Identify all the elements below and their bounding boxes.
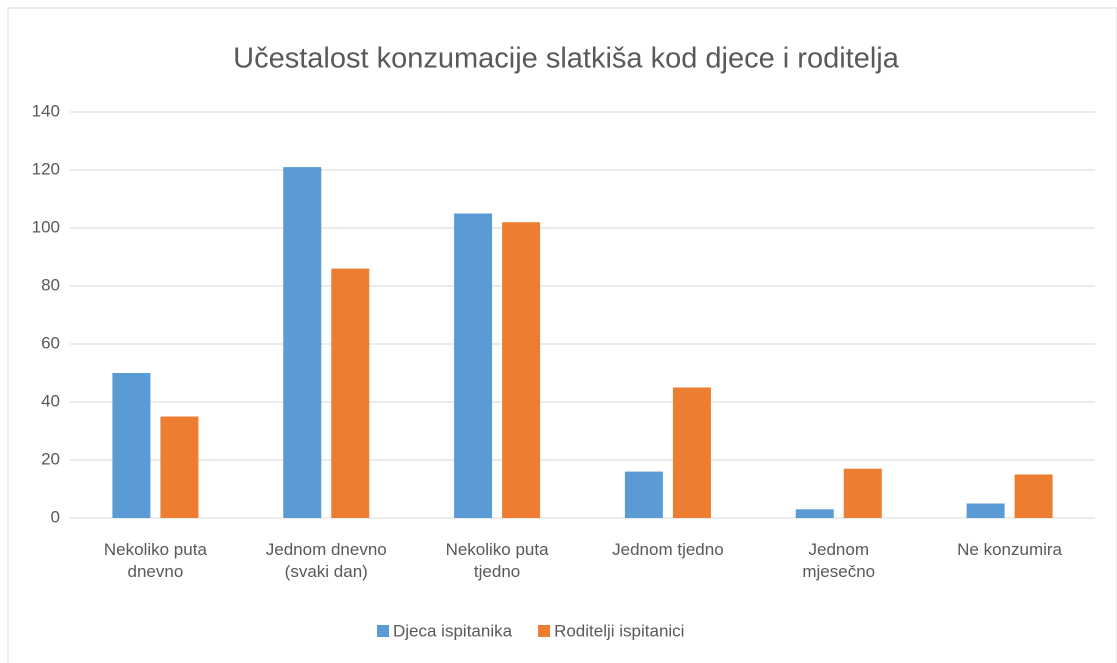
x-tick-label: Jednom mjesečno (802, 540, 876, 581)
chart-border (7, 7, 1117, 663)
y-tick-label: 120 (32, 159, 60, 178)
bar (283, 167, 322, 518)
y-tick-label: 80 (41, 275, 60, 294)
legend-swatch (538, 625, 551, 637)
bar (795, 509, 834, 518)
bar (966, 503, 1005, 518)
x-tick-label: Nekoliko puta dnevno (103, 540, 207, 581)
chart-title: Učestalost konzumacije slatkiša kod djec… (233, 43, 900, 75)
bar (112, 373, 151, 518)
legend-label: Roditelji ispitanici (554, 621, 684, 640)
x-tick-label: Jednom dnevno (svaki dan) (265, 540, 387, 581)
y-tick-label: 40 (41, 391, 60, 410)
y-tick-label: 0 (51, 507, 60, 526)
bar (331, 268, 370, 518)
x-tick-label: Ne konzumira (957, 540, 1063, 559)
bar (1014, 474, 1053, 518)
bar (160, 416, 199, 518)
x-tick-label: Jednom tjedno (612, 540, 724, 559)
x-tick-label: Nekoliko puta tjedno (445, 540, 549, 581)
y-tick-label: 100 (32, 217, 60, 236)
y-tick-label: 20 (41, 449, 60, 468)
legend-swatch (377, 625, 389, 637)
bar (672, 387, 711, 518)
y-tick-label: 140 (32, 101, 60, 120)
y-tick-label: 60 (41, 333, 60, 352)
legend-label: Djeca ispitanika (393, 621, 513, 640)
bar (843, 468, 882, 518)
bar (454, 213, 493, 518)
bar (502, 222, 541, 518)
bar (624, 471, 663, 518)
